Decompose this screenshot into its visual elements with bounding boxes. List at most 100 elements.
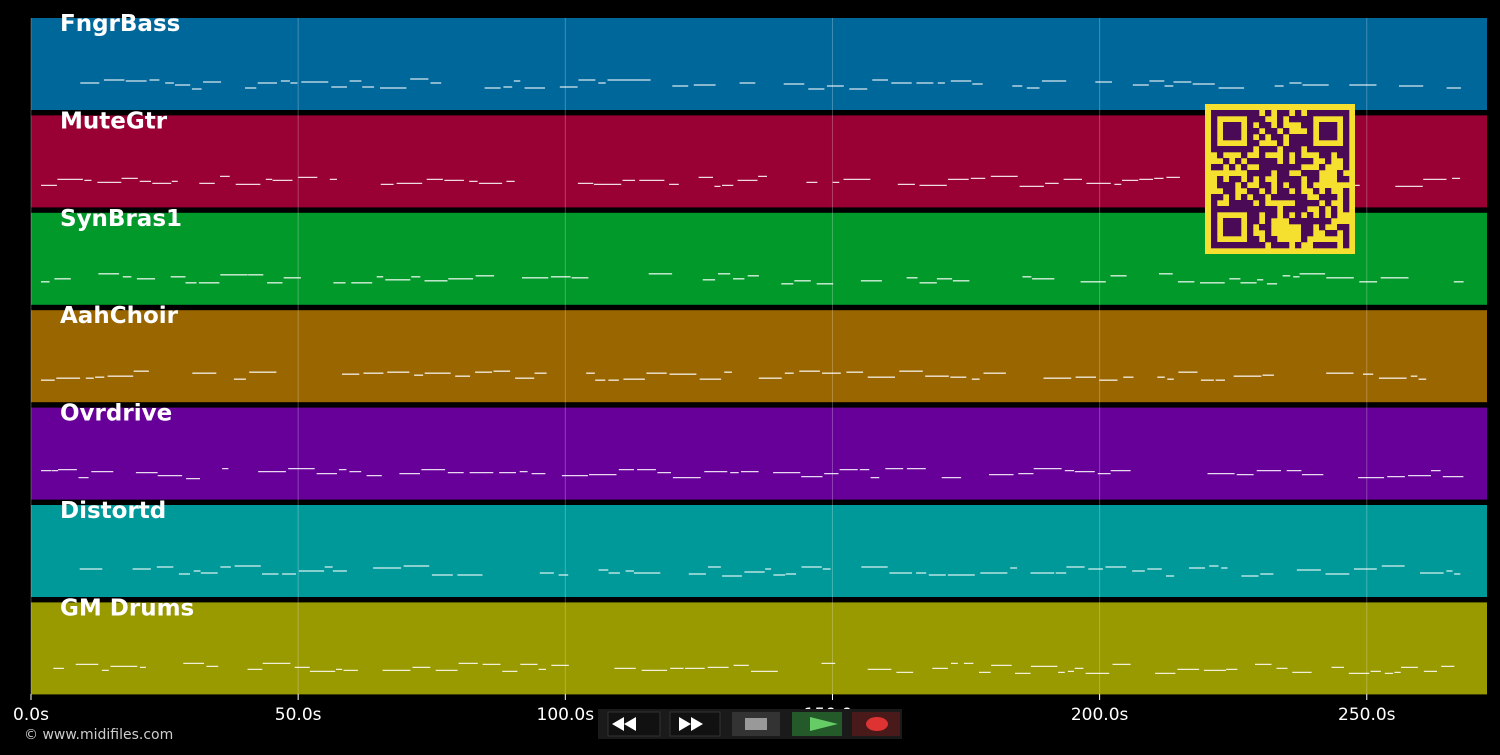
- track-name: GM Drums: [60, 595, 194, 621]
- qr-cell: [1313, 170, 1320, 177]
- qr-cell: [1277, 194, 1284, 201]
- qr-cell: [1331, 134, 1338, 141]
- stop-button[interactable]: [732, 712, 780, 736]
- qr-cell: [1217, 152, 1224, 159]
- qr-cell: [1307, 110, 1314, 117]
- qr-cell: [1235, 242, 1242, 249]
- qr-cell: [1313, 218, 1320, 225]
- qr-cell: [1229, 200, 1236, 207]
- qr-cell: [1253, 236, 1260, 243]
- qr-cell: [1253, 128, 1260, 135]
- qr-cell: [1271, 158, 1278, 165]
- qr-cell: [1211, 146, 1218, 153]
- qr-cell: [1307, 230, 1314, 237]
- qr-cell: [1343, 206, 1350, 213]
- rewind-button[interactable]: [607, 711, 661, 737]
- qr-cell: [1307, 176, 1314, 183]
- qr-cell: [1211, 122, 1218, 129]
- play-button[interactable]: [792, 712, 842, 736]
- qr-cell: [1229, 122, 1236, 129]
- qr-cell: [1223, 128, 1230, 135]
- forward-button[interactable]: [669, 711, 721, 737]
- qr-cell: [1295, 242, 1302, 249]
- record-button[interactable]: [852, 712, 900, 736]
- qr-cell: [1313, 146, 1320, 153]
- qr-cell: [1331, 146, 1338, 153]
- qr-cell: [1247, 242, 1254, 249]
- qr-cell: [1343, 152, 1350, 159]
- qr-cell: [1229, 206, 1236, 213]
- qr-cell: [1301, 200, 1308, 207]
- qr-cell: [1277, 188, 1284, 195]
- tick-label: 50.0s: [275, 705, 322, 725]
- qr-cell: [1211, 134, 1218, 141]
- qr-cell: [1295, 200, 1302, 207]
- qr-cell: [1319, 212, 1326, 219]
- qr-cell: [1319, 128, 1326, 135]
- qr-cell: [1241, 200, 1248, 207]
- qr-cell: [1247, 134, 1254, 141]
- qr-cell: [1289, 218, 1296, 225]
- qr-cell: [1343, 242, 1350, 249]
- qr-cell: [1343, 158, 1350, 165]
- qr-cell: [1247, 176, 1254, 183]
- qr-cell: [1211, 206, 1218, 213]
- icon: [810, 717, 838, 731]
- qr-cell: [1337, 170, 1344, 177]
- qr-cell: [1235, 122, 1242, 129]
- qr-cell: [1289, 182, 1296, 189]
- qr-cell: [1301, 236, 1308, 243]
- qr-cell: [1343, 164, 1350, 171]
- qr-cell: [1337, 152, 1344, 159]
- qr-cell: [1217, 242, 1224, 249]
- qr-cell: [1253, 110, 1260, 117]
- qr-cell: [1277, 170, 1284, 177]
- track-name: Distortd: [60, 498, 166, 524]
- qr-cell: [1319, 164, 1326, 171]
- qr-cell: [1343, 116, 1350, 123]
- qr-cell: [1217, 182, 1224, 189]
- qr-cell: [1307, 218, 1314, 225]
- qr-cell: [1235, 206, 1242, 213]
- qr-cell: [1253, 218, 1260, 225]
- qr-cell: [1265, 164, 1272, 171]
- qr-cell: [1223, 110, 1230, 117]
- qr-cell: [1253, 188, 1260, 195]
- qr-cell: [1331, 242, 1338, 249]
- qr-cell: [1343, 146, 1350, 153]
- qr-cell: [1283, 152, 1290, 159]
- qr-cell: [1223, 218, 1230, 225]
- qr-cell: [1343, 176, 1350, 183]
- qr-cell: [1229, 134, 1236, 141]
- qr-cell: [1241, 164, 1248, 171]
- qr-cell: [1253, 140, 1260, 147]
- qr-cell: [1271, 164, 1278, 171]
- qr-cell: [1253, 116, 1260, 123]
- qr-cell: [1283, 128, 1290, 135]
- qr-cell: [1223, 122, 1230, 129]
- qr-cell: [1319, 152, 1326, 159]
- qr-cell: [1277, 140, 1284, 147]
- qr-cell: [1289, 134, 1296, 141]
- qr-cell: [1211, 164, 1218, 171]
- qr-cell: [1313, 242, 1320, 249]
- qr-cell: [1229, 224, 1236, 231]
- track-name: FngrBass: [60, 11, 180, 37]
- track-lane: [31, 310, 1487, 403]
- qr-cell: [1229, 218, 1236, 225]
- qr-cell: [1241, 194, 1248, 201]
- qr-cell: [1223, 146, 1230, 153]
- qr-cell: [1223, 134, 1230, 141]
- qr-cell: [1265, 146, 1272, 153]
- qr-cell: [1229, 146, 1236, 153]
- qr-cell: [1223, 158, 1230, 165]
- qr-cell: [1217, 164, 1224, 171]
- qr-cell: [1319, 224, 1326, 231]
- qr-cell: [1247, 188, 1254, 195]
- qr-cell: [1307, 122, 1314, 129]
- qr-cell: [1301, 116, 1308, 123]
- qr-cell: [1247, 212, 1254, 219]
- qr-cell: [1247, 122, 1254, 129]
- qr-cell: [1295, 134, 1302, 141]
